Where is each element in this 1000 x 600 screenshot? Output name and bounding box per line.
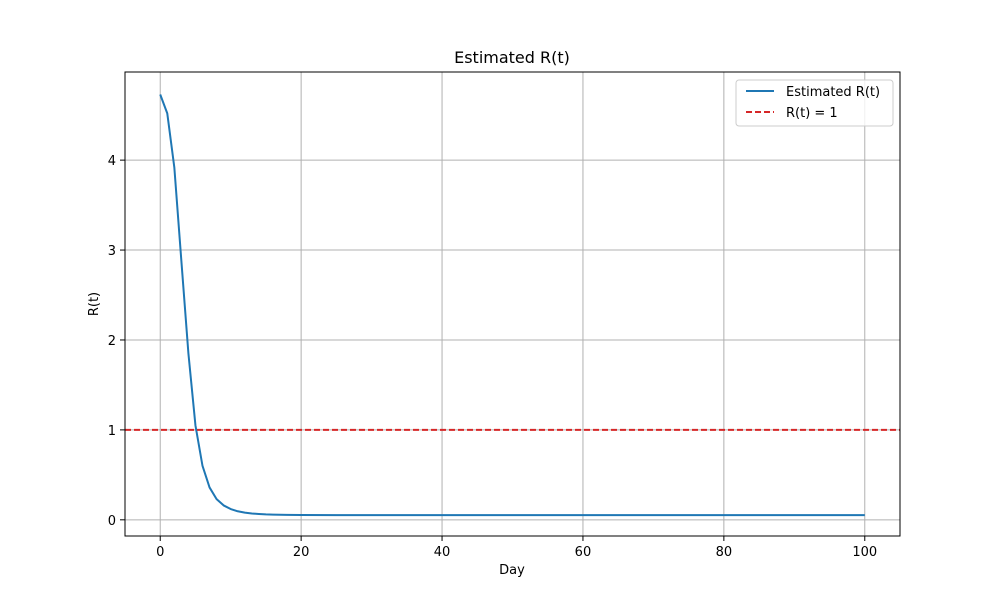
x-tick-label: 60 [575,545,592,560]
x-tick-label: 0 [156,545,164,560]
ticks: 0 20 40 60 80 100 0 1 2 3 4 [108,154,877,560]
x-tick-label: 80 [716,545,733,560]
legend-label-estimated: Estimated R(t) [786,85,880,100]
x-tick-label: 100 [852,545,877,560]
y-tick-label: 2 [108,334,116,349]
x-tick-label: 20 [293,545,310,560]
legend: Estimated R(t) R(t) = 1 [735,79,894,127]
x-axis-label: Day [499,563,525,578]
y-tick-label: 3 [108,244,116,259]
y-tick-label: 1 [108,424,116,439]
y-tick-label: 0 [108,514,116,529]
y-axis-label: R(t) [87,292,102,316]
series-line-estimated [159,94,865,517]
chart-title: Estimated R(t) [454,48,570,67]
legend-box [735,79,894,127]
x-tick-label: 40 [434,545,451,560]
plot-area-background [125,72,900,536]
series-layer [125,94,900,517]
plot-area-frame [124,71,901,537]
legend-label-threshold: R(t) = 1 [786,106,838,121]
y-tick-label: 4 [108,154,116,169]
